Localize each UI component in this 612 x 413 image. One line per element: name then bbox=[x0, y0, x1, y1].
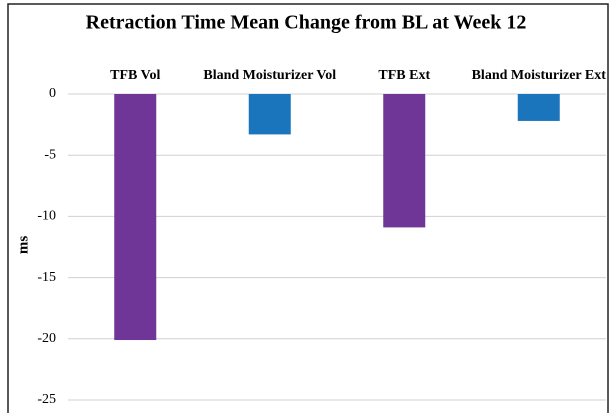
chart-frame bbox=[7, 3, 609, 413]
bar bbox=[248, 94, 291, 135]
category-label: Bland Moisturizer Vol bbox=[203, 68, 337, 83]
chart-title: Retraction Time Mean Change from BL at W… bbox=[86, 12, 527, 34]
bar bbox=[114, 94, 157, 341]
y-tick-label: -15 bbox=[37, 270, 56, 285]
category-label: TFB Vol bbox=[110, 68, 161, 83]
category-label: TFB Ext bbox=[378, 68, 431, 83]
y-axis-label: ms bbox=[15, 236, 31, 254]
bar bbox=[383, 94, 426, 228]
y-tick-label: -5 bbox=[44, 147, 56, 162]
y-tick-label: -10 bbox=[37, 209, 56, 224]
category-label: Bland Moisturizer Ext bbox=[471, 68, 606, 83]
y-tick-label: 0 bbox=[49, 86, 56, 101]
y-tick-label: -25 bbox=[37, 392, 56, 407]
y-tick-label: -20 bbox=[37, 331, 56, 346]
bar bbox=[517, 94, 560, 121]
